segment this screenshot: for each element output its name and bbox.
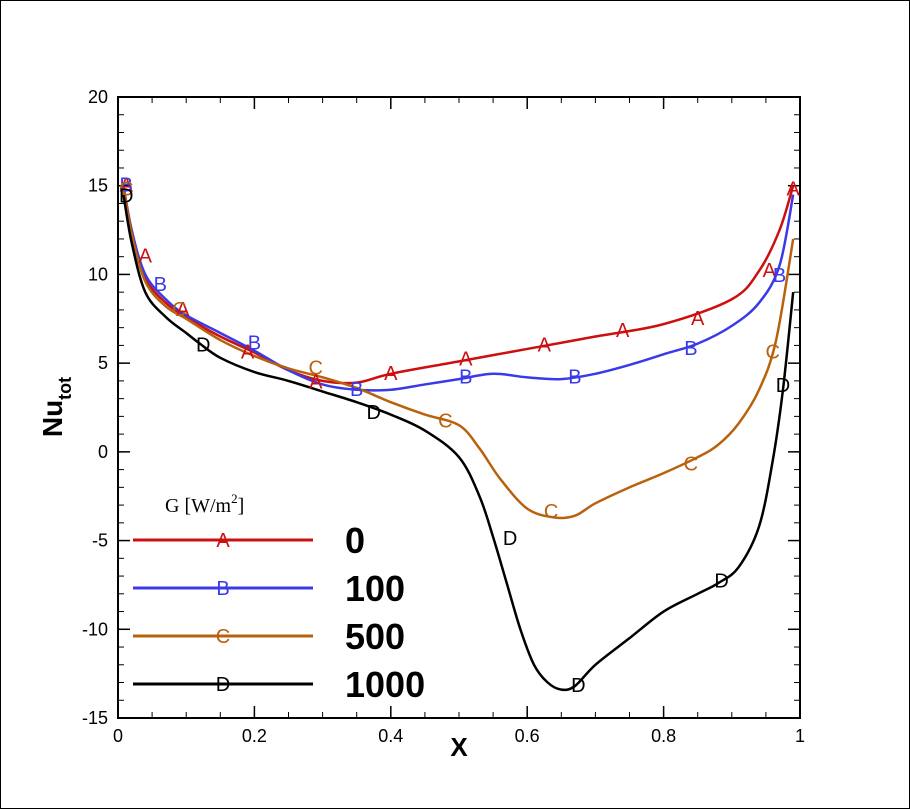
x-tick-label: 0.4	[378, 726, 403, 746]
data-point-a: A	[787, 178, 801, 200]
y-tick-label: 5	[98, 353, 108, 373]
legend-marker-d: D	[216, 674, 230, 696]
legend-title: G [W/m2]	[165, 491, 244, 517]
y-tick-label: 0	[98, 442, 108, 462]
plot-area	[117, 96, 801, 719]
data-point-c: C	[684, 453, 698, 475]
data-point-a: A	[384, 363, 398, 385]
legend-title-main: G [W/m	[165, 495, 232, 517]
data-point-c: C	[309, 357, 323, 379]
series-line-c	[122, 185, 795, 520]
y-tick-label: -15	[82, 708, 108, 728]
y-tick-label: 20	[88, 87, 108, 107]
data-point-c: C	[438, 411, 452, 433]
y-axis-title: Nutot	[37, 377, 75, 437]
data-point-c: C	[544, 501, 558, 523]
data-point-d: D	[367, 402, 381, 424]
legend-label-b: 100	[345, 568, 405, 609]
data-point-c: C	[172, 299, 186, 321]
legend-marker-a: A	[216, 530, 230, 552]
y-axis-title-main: Nu	[37, 400, 68, 437]
data-point-b: B	[773, 265, 786, 287]
data-point-a: A	[176, 299, 190, 321]
legend-marker-c: C	[216, 626, 230, 648]
data-point-a: A	[459, 349, 473, 371]
data-point-b: B	[459, 366, 472, 388]
data-point-b: B	[568, 366, 581, 388]
data-point-b: B	[120, 175, 133, 197]
x-tick-label: 0.8	[651, 726, 676, 746]
data-point-a: A	[139, 246, 153, 268]
legend-label-a: 0	[345, 520, 365, 561]
legend: G [W/m2] A 0 B 100 C 500 D 1000	[133, 491, 425, 705]
data-point-a: A	[241, 341, 255, 363]
data-point-d: D	[119, 185, 133, 207]
data-point-b: B	[154, 274, 167, 296]
data-point-b: B	[248, 333, 261, 355]
data-point-d: D	[776, 375, 790, 397]
x-tick-label: 0.2	[242, 726, 267, 746]
data-point-c: C	[765, 341, 779, 363]
svg-text:Nutot: Nutot	[37, 377, 75, 437]
x-tick-label: 0	[113, 726, 123, 746]
data-point-a: A	[616, 320, 630, 342]
legend-title-sup: 2	[231, 491, 238, 506]
legend-marker-b: B	[216, 578, 229, 600]
x-tick-label: 0.6	[515, 726, 540, 746]
legend-entries: A 0 B 100 C 500 D 1000	[133, 520, 425, 705]
data-point-a: A	[763, 260, 777, 282]
series-lines	[122, 185, 795, 692]
y-tick-label: 10	[88, 264, 108, 284]
y-tick-label: -10	[82, 619, 108, 639]
axis-ticks	[117, 96, 801, 719]
y-axis-title-sub: tot	[55, 377, 75, 400]
series-line-b	[122, 185, 795, 392]
legend-label-c: 500	[345, 616, 405, 657]
legend-label-d: 1000	[345, 664, 425, 705]
data-point-a: A	[691, 308, 705, 330]
data-point-a: A	[538, 334, 552, 356]
legend-title-end: ]	[238, 495, 245, 517]
data-point-b: B	[350, 379, 363, 401]
x-axis-title: X	[450, 732, 468, 762]
data-point-c: C	[119, 178, 133, 200]
data-point-d: D	[196, 334, 210, 356]
data-point-a: A	[120, 175, 134, 197]
y-tick-label: -5	[92, 531, 108, 551]
data-point-d: D	[503, 528, 517, 550]
data-point-a: A	[309, 372, 323, 394]
series-line-d	[122, 194, 795, 692]
data-point-d: D	[714, 570, 728, 592]
series-line-a	[122, 185, 795, 385]
data-point-b: B	[684, 338, 697, 360]
data-point-d: D	[571, 675, 585, 697]
x-tick-label: 1	[795, 726, 805, 746]
y-tick-label: 15	[88, 176, 108, 196]
